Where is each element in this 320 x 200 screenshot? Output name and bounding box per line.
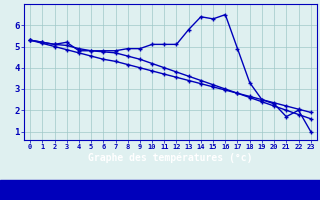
X-axis label: Graphe des températures (°c): Graphe des températures (°c) <box>88 153 253 163</box>
